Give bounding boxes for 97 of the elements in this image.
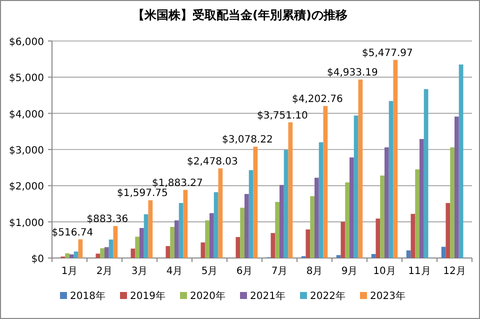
bar bbox=[74, 251, 78, 258]
y-tick-label: $2,000 bbox=[9, 182, 44, 193]
legend-label: 2020年 bbox=[190, 290, 226, 302]
bar bbox=[108, 240, 114, 258]
bar bbox=[205, 220, 210, 258]
bar bbox=[345, 182, 350, 258]
x-tick-label: 4月 bbox=[166, 266, 183, 277]
data-label: $883.36 bbox=[86, 214, 128, 226]
bar bbox=[284, 150, 288, 258]
bar bbox=[135, 236, 140, 258]
y-tick-label: $5,000 bbox=[9, 73, 44, 84]
bar bbox=[388, 101, 394, 258]
bar bbox=[450, 147, 454, 258]
bar bbox=[384, 147, 389, 258]
bar bbox=[358, 80, 363, 258]
bar bbox=[410, 214, 416, 258]
bar bbox=[174, 220, 179, 258]
y-tick-label: $0 bbox=[31, 254, 44, 265]
bar bbox=[236, 237, 240, 258]
bar bbox=[458, 64, 464, 258]
bar bbox=[350, 157, 354, 258]
bar bbox=[420, 139, 424, 258]
bar bbox=[280, 184, 284, 258]
bar bbox=[96, 254, 100, 258]
bar bbox=[393, 60, 398, 258]
bar bbox=[183, 190, 188, 258]
bar bbox=[130, 248, 136, 258]
bar bbox=[275, 202, 280, 258]
bar bbox=[104, 247, 109, 258]
bar bbox=[140, 228, 144, 258]
x-tick-label: 7月 bbox=[271, 266, 288, 277]
legend-label: 2018年 bbox=[70, 290, 106, 302]
bar bbox=[210, 213, 214, 258]
x-tick-label: 10月 bbox=[373, 266, 396, 277]
data-label: $5,477.97 bbox=[362, 48, 413, 59]
x-tick-label: 1月 bbox=[61, 266, 78, 277]
bar bbox=[100, 248, 104, 258]
data-label: $4,933.19 bbox=[326, 68, 378, 79]
x-tick-label: 12月 bbox=[443, 266, 466, 277]
bar bbox=[446, 203, 450, 258]
bar bbox=[214, 192, 218, 258]
x-tick-label: 11月 bbox=[408, 266, 431, 277]
data-label: $4,202.76 bbox=[292, 94, 343, 105]
bar bbox=[380, 176, 384, 258]
y-tick-label: $1,000 bbox=[9, 218, 44, 229]
bar bbox=[244, 194, 249, 258]
x-tick-label: 5月 bbox=[201, 266, 218, 277]
bar bbox=[424, 89, 428, 258]
bar bbox=[406, 250, 411, 258]
bar bbox=[218, 168, 223, 258]
bar bbox=[354, 116, 358, 258]
bar bbox=[144, 214, 148, 258]
bar bbox=[340, 222, 346, 258]
legend-label: 2019年 bbox=[130, 290, 166, 302]
x-tick-label: 3月 bbox=[131, 266, 148, 277]
bar bbox=[454, 116, 459, 258]
chart-title: 【米国株】受取配当金(年別累積)の推移 bbox=[132, 8, 348, 22]
bar bbox=[200, 242, 206, 258]
bar bbox=[166, 246, 170, 258]
legend-label: 2023年 bbox=[370, 290, 406, 302]
data-label: $3,751.10 bbox=[256, 110, 308, 122]
legend-label: 2021年 bbox=[250, 290, 286, 302]
data-label: $1,597.75 bbox=[116, 188, 168, 200]
bar bbox=[336, 255, 341, 258]
bar bbox=[371, 254, 376, 258]
bar bbox=[318, 142, 324, 258]
legend-label: 2022年 bbox=[310, 290, 346, 302]
bar bbox=[306, 229, 310, 258]
x-tick-label: 8月 bbox=[306, 266, 323, 277]
data-label: $1,883.27 bbox=[152, 178, 203, 189]
bar bbox=[314, 178, 319, 258]
data-label: $3,078.22 bbox=[222, 134, 273, 146]
x-tick-label: 2月 bbox=[96, 266, 113, 277]
bar bbox=[148, 200, 153, 258]
x-tick-label: 9月 bbox=[341, 266, 358, 277]
bar bbox=[310, 196, 314, 258]
bar bbox=[323, 106, 328, 258]
bar bbox=[248, 170, 254, 258]
y-tick-label: $4,000 bbox=[9, 109, 44, 120]
bar bbox=[288, 122, 293, 258]
bar bbox=[240, 208, 244, 258]
bar bbox=[170, 226, 174, 258]
bar bbox=[113, 226, 118, 258]
bar bbox=[441, 246, 446, 258]
x-tick-label: 6月 bbox=[236, 266, 253, 277]
bar bbox=[65, 253, 70, 258]
data-label: $2,478.03 bbox=[186, 156, 238, 168]
bar bbox=[253, 146, 258, 258]
bar bbox=[70, 254, 74, 258]
y-tick-label: $6,000 bbox=[9, 37, 44, 48]
bar bbox=[178, 203, 184, 258]
bar bbox=[415, 169, 420, 258]
y-tick-label: $3,000 bbox=[9, 146, 44, 156]
data-label: $516.74 bbox=[52, 227, 94, 238]
bar bbox=[376, 218, 380, 258]
bar bbox=[78, 239, 83, 258]
bar bbox=[270, 233, 276, 258]
